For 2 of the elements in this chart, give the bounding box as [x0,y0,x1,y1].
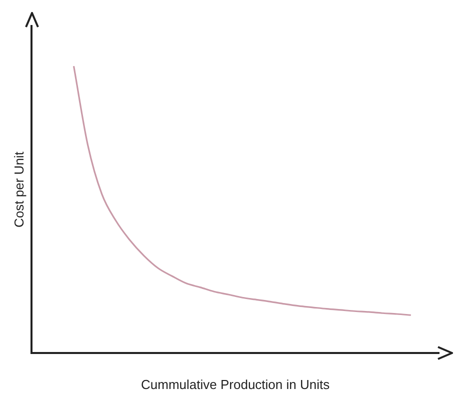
y-axis-title: Cost per Unit [11,151,26,228]
x-axis-title: Cummulative Production in Units [141,376,330,392]
